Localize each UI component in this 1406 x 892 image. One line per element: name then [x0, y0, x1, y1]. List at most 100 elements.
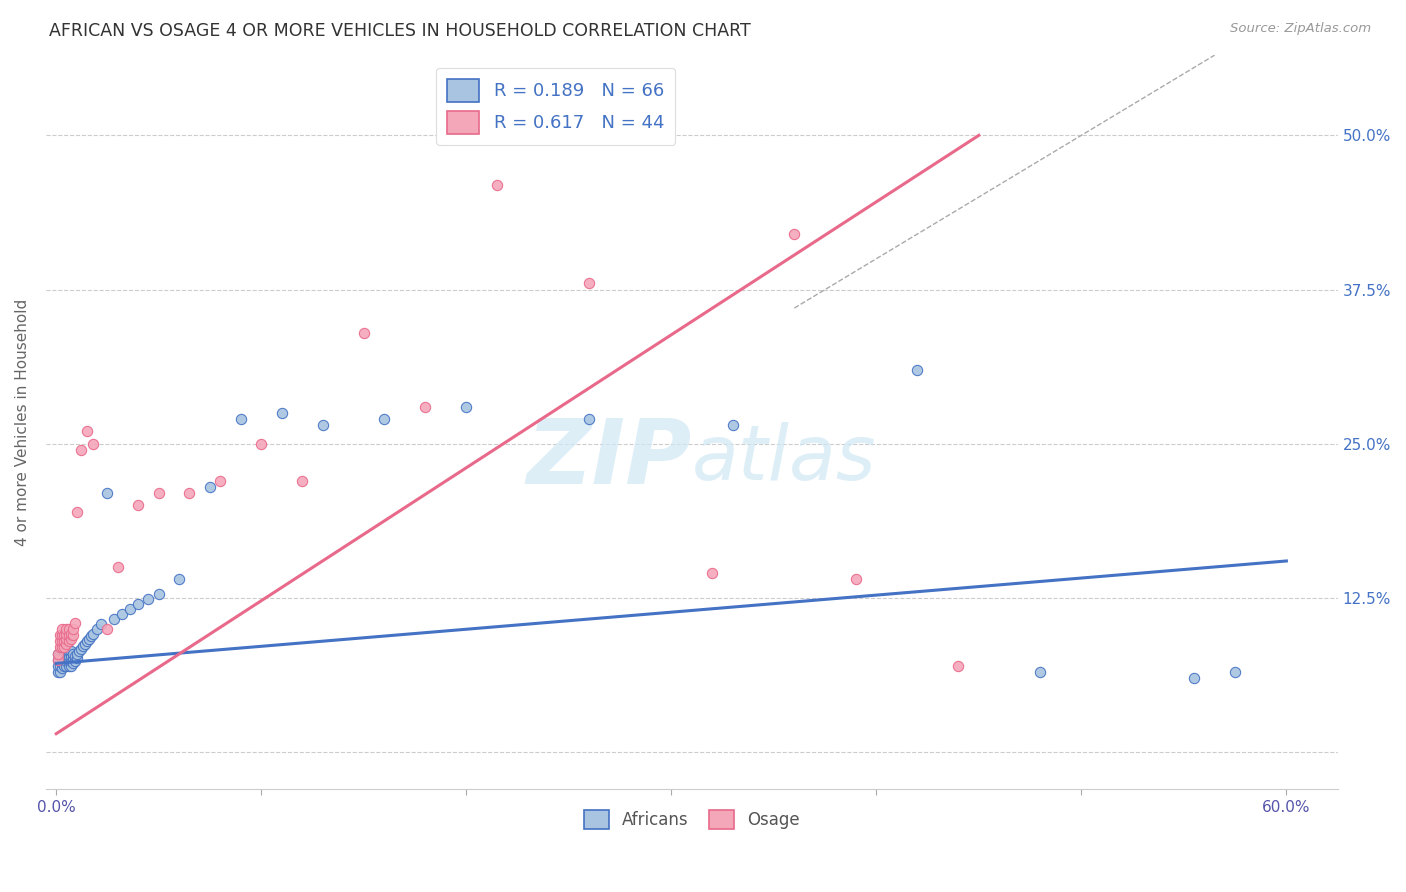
Y-axis label: 4 or more Vehicles in Household: 4 or more Vehicles in Household	[15, 299, 30, 546]
Point	[59, 654, 82, 668]
Point	[49, 653, 72, 667]
Point	[127, 499, 149, 513]
Point	[49, 665, 72, 679]
Point	[46, 647, 69, 661]
Point	[62, 657, 84, 671]
Point	[53, 644, 76, 658]
Point	[53, 654, 76, 668]
Point	[51, 661, 73, 675]
Point	[948, 658, 970, 673]
Point	[55, 622, 77, 636]
Point	[148, 486, 170, 500]
Point	[63, 654, 86, 668]
Point	[845, 573, 868, 587]
Point	[66, 647, 89, 661]
Point	[67, 644, 90, 658]
Point	[58, 648, 80, 663]
Point	[138, 592, 160, 607]
Point	[55, 648, 77, 663]
Point	[118, 602, 141, 616]
Point	[55, 637, 77, 651]
Point	[62, 651, 84, 665]
Text: Source: ZipAtlas.com: Source: ZipAtlas.com	[1230, 22, 1371, 36]
Point	[291, 474, 314, 488]
Point	[76, 634, 98, 648]
Point	[55, 654, 77, 668]
Point	[53, 658, 76, 673]
Point	[51, 647, 73, 661]
Point	[55, 658, 77, 673]
Point	[107, 560, 129, 574]
Point	[270, 406, 292, 420]
Point	[72, 639, 94, 653]
Point	[55, 644, 77, 658]
Point	[312, 418, 335, 433]
Point	[69, 442, 91, 457]
Point	[51, 628, 73, 642]
Point	[783, 227, 806, 241]
Point	[250, 437, 273, 451]
Point	[46, 658, 69, 673]
Text: AFRICAN VS OSAGE 4 OR MORE VEHICLES IN HOUSEHOLD CORRELATION CHART: AFRICAN VS OSAGE 4 OR MORE VEHICLES IN H…	[49, 22, 751, 40]
Point	[46, 665, 69, 679]
Point	[721, 418, 744, 433]
Point	[46, 653, 69, 667]
Point	[59, 658, 82, 673]
Point	[49, 647, 72, 661]
Point	[148, 587, 170, 601]
Point	[179, 486, 201, 500]
Point	[49, 634, 72, 648]
Point	[578, 277, 600, 291]
Point	[1029, 665, 1052, 679]
Point	[1223, 665, 1246, 679]
Point	[62, 628, 84, 642]
Point	[59, 648, 82, 663]
Point	[51, 640, 73, 655]
Point	[96, 486, 118, 500]
Point	[55, 627, 77, 641]
Point	[66, 651, 89, 665]
Legend: Africans, Osage: Africans, Osage	[578, 804, 807, 836]
Point	[77, 632, 100, 646]
Point	[90, 616, 112, 631]
Point	[63, 648, 86, 663]
Point	[49, 658, 72, 673]
Point	[413, 400, 436, 414]
Point	[59, 627, 82, 641]
Point	[167, 573, 190, 587]
Point	[58, 654, 80, 668]
Point	[103, 612, 125, 626]
Point	[62, 622, 84, 636]
Point	[80, 629, 103, 643]
Point	[51, 622, 73, 636]
Point	[456, 400, 478, 414]
Point	[53, 634, 76, 648]
Point	[63, 615, 86, 630]
Point	[96, 622, 118, 636]
Point	[53, 628, 76, 642]
Point	[73, 637, 96, 651]
Point	[486, 178, 509, 192]
Point	[82, 627, 104, 641]
Point	[58, 628, 80, 642]
Point	[58, 644, 80, 658]
Point	[53, 640, 76, 655]
Point	[58, 634, 80, 648]
Point	[59, 644, 82, 658]
Point	[229, 412, 252, 426]
Point	[578, 412, 600, 426]
Point	[127, 597, 149, 611]
Point	[69, 641, 91, 656]
Point	[62, 647, 84, 661]
Point	[51, 641, 73, 656]
Point	[51, 634, 73, 648]
Point	[58, 622, 80, 636]
Point	[53, 648, 76, 663]
Point	[46, 647, 69, 661]
Point	[373, 412, 395, 426]
Point	[198, 480, 221, 494]
Point	[46, 653, 69, 667]
Point	[86, 622, 108, 636]
Point	[905, 363, 928, 377]
Point	[702, 566, 724, 581]
